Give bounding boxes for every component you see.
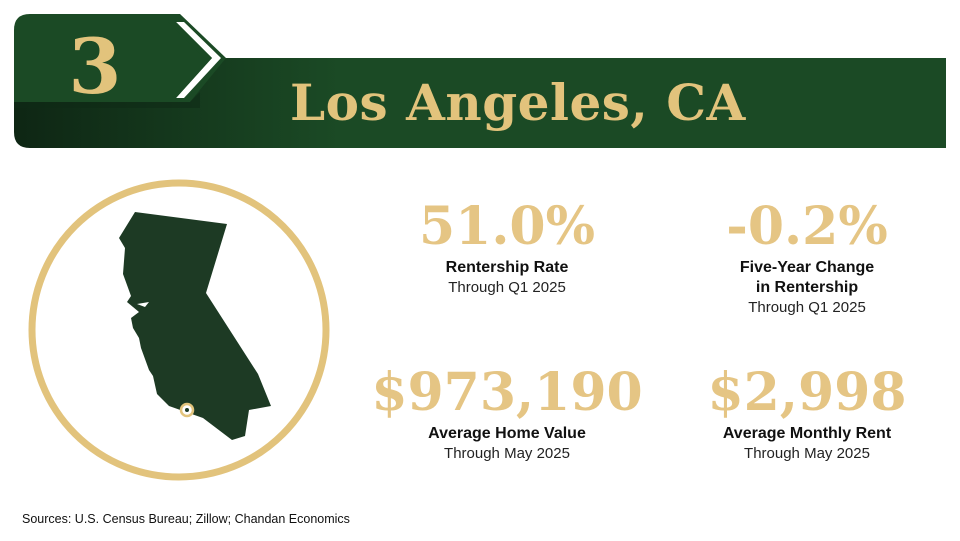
stat-average-monthly-rent: $2,998 Average Monthly Rent Through May …: [662, 362, 952, 463]
state-map: [27, 178, 331, 482]
california-shape: [119, 212, 271, 440]
city-title: Los Angeles, CA: [290, 73, 746, 132]
stat-label: Average Monthly Rent: [722, 425, 892, 442]
stat-value: -0.2%: [726, 196, 888, 257]
stat-value: $973,190: [371, 362, 643, 423]
stat-rentership-rate: 51.0% Rentership Rate Through Q1 2025: [362, 196, 652, 297]
stat-label: Average Home Value: [428, 425, 586, 442]
california-map-icon: [28, 179, 330, 481]
stat-period: Through Q1 2025: [748, 299, 866, 316]
stat-label-line2: in Rentership: [755, 279, 859, 296]
stat-value: 51.0%: [418, 196, 596, 257]
stat-period: Through May 2025: [744, 445, 870, 462]
stat-period: Through Q1 2025: [448, 279, 566, 296]
rank-number: 3: [68, 22, 122, 111]
location-marker-icon: [179, 402, 195, 418]
banner-shape: [14, 14, 946, 148]
stat-period: Through May 2025: [444, 445, 570, 462]
sources-note: Sources: U.S. Census Bureau; Zillow; Cha…: [22, 512, 350, 526]
stat-label: Rentership Rate: [445, 259, 569, 276]
stat-average-home-value: $973,190 Average Home Value Through May …: [362, 362, 652, 463]
stat-label-line1: Five-Year Change: [739, 259, 875, 276]
stat-value: $2,998: [707, 362, 907, 423]
stat-five-year-change: -0.2% Five-Year Change in Rentership Thr…: [662, 196, 952, 317]
header-banner: 3 Los Angeles, CA: [0, 0, 960, 160]
